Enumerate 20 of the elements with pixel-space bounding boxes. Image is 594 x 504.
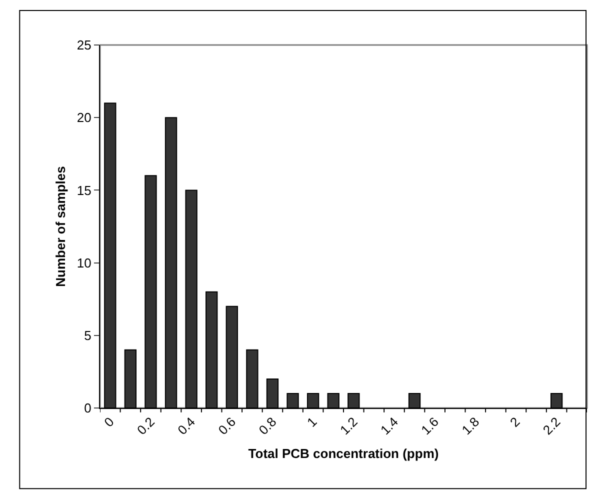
x-tick-label: 0 — [101, 414, 117, 430]
y-axis-title: Number of samples — [52, 166, 68, 287]
x-tick-label: 1.2 — [336, 414, 360, 438]
x-tick-label: 1.4 — [378, 414, 401, 438]
x-tick-label: 1.6 — [418, 414, 442, 438]
x-tick-label: 0.8 — [256, 414, 280, 438]
y-tick-label: 15 — [76, 182, 92, 198]
x-tick-label: 0.6 — [215, 414, 239, 438]
x-tick-label: 1 — [304, 414, 320, 430]
x-tick-label: 2 — [506, 414, 523, 430]
y-tick-label: 5 — [84, 328, 92, 343]
y-tick-label: 10 — [76, 255, 92, 270]
y-tick-label: 20 — [76, 110, 92, 126]
x-tick-label: 2.2 — [540, 414, 564, 438]
y-tick-label: 25 — [76, 38, 92, 53]
x-axis-title: Total PCB concentration (ppm) — [248, 446, 439, 462]
x-tick-label: 0.2 — [134, 414, 158, 438]
y-tick-label: 0 — [84, 400, 92, 416]
x-tick-label: 0.4 — [174, 414, 198, 438]
x-tick-label: 1.8 — [458, 414, 482, 438]
